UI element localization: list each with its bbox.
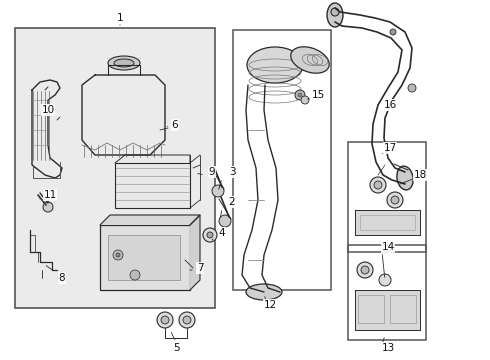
Bar — [100, 225, 190, 290]
Circle shape — [43, 202, 53, 212]
Ellipse shape — [291, 47, 329, 73]
Circle shape — [301, 96, 309, 104]
Circle shape — [219, 215, 231, 227]
Text: 5: 5 — [172, 343, 179, 353]
Circle shape — [161, 316, 169, 324]
Bar — [348, 245, 426, 340]
Ellipse shape — [246, 284, 282, 300]
Circle shape — [179, 312, 195, 328]
Circle shape — [379, 274, 391, 286]
Bar — [115, 163, 190, 208]
Text: 6: 6 — [172, 120, 178, 130]
Ellipse shape — [327, 3, 343, 27]
Bar — [108, 235, 180, 280]
Bar — [233, 30, 331, 290]
Bar — [358, 295, 384, 323]
Text: 8: 8 — [59, 273, 65, 283]
Text: 11: 11 — [44, 190, 57, 200]
Circle shape — [207, 232, 213, 238]
Circle shape — [374, 181, 382, 189]
Circle shape — [203, 228, 217, 242]
Text: 15: 15 — [311, 90, 325, 100]
Bar — [360, 215, 415, 230]
Circle shape — [357, 262, 373, 278]
Circle shape — [298, 93, 302, 97]
Ellipse shape — [247, 47, 303, 83]
Text: 1: 1 — [117, 13, 123, 23]
Bar — [348, 142, 426, 252]
Text: 17: 17 — [383, 143, 396, 153]
Circle shape — [116, 253, 120, 257]
Circle shape — [370, 177, 386, 193]
Text: 12: 12 — [264, 300, 277, 310]
Polygon shape — [100, 215, 200, 225]
Circle shape — [130, 270, 140, 280]
Circle shape — [387, 192, 403, 208]
Circle shape — [157, 312, 173, 328]
Circle shape — [391, 196, 399, 204]
Bar — [390, 295, 416, 323]
Circle shape — [295, 90, 305, 100]
Circle shape — [390, 29, 396, 35]
Ellipse shape — [397, 166, 413, 190]
Circle shape — [361, 266, 369, 274]
Circle shape — [113, 250, 123, 260]
Text: 13: 13 — [381, 343, 394, 353]
Polygon shape — [82, 75, 165, 155]
Circle shape — [331, 8, 339, 16]
Circle shape — [212, 185, 224, 197]
Polygon shape — [190, 215, 200, 290]
Text: 9: 9 — [209, 167, 215, 177]
Ellipse shape — [108, 56, 140, 70]
Text: 14: 14 — [381, 242, 394, 252]
Bar — [15, 28, 215, 308]
Text: 3: 3 — [229, 167, 235, 177]
Text: 18: 18 — [414, 170, 427, 180]
Text: 10: 10 — [42, 105, 54, 115]
Text: 4: 4 — [219, 228, 225, 238]
Text: 2: 2 — [229, 197, 235, 207]
Polygon shape — [355, 290, 420, 330]
Text: 16: 16 — [383, 100, 396, 110]
Text: 7: 7 — [196, 263, 203, 273]
Circle shape — [408, 84, 416, 92]
Circle shape — [183, 316, 191, 324]
Polygon shape — [355, 210, 420, 235]
Ellipse shape — [114, 59, 134, 67]
